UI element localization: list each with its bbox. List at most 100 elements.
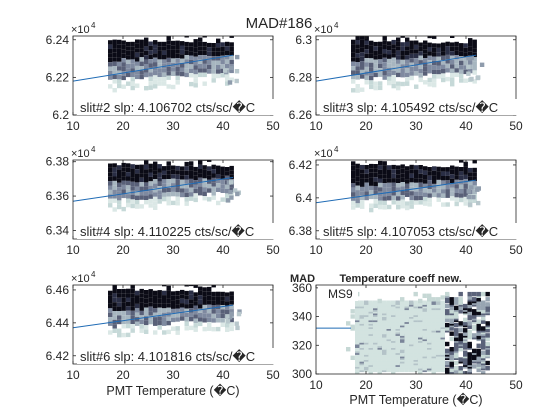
heatmap-cell bbox=[364, 195, 369, 201]
heatmap-cell bbox=[117, 306, 122, 311]
heatmap-cell bbox=[468, 198, 473, 204]
heatmap-cell bbox=[364, 75, 369, 81]
heatmap-cell bbox=[157, 55, 162, 60]
heatmap-cell bbox=[126, 202, 131, 208]
heatmap-cell bbox=[202, 165, 207, 170]
heatmap-cell bbox=[144, 160, 149, 165]
heatmap-cell bbox=[373, 72, 378, 78]
heatmap-cell bbox=[472, 181, 477, 186]
heatmap-cell bbox=[418, 60, 423, 65]
heatmap-cell bbox=[423, 53, 428, 59]
y-tick-label: 6.34 bbox=[46, 223, 70, 237]
heatmap-cell bbox=[449, 300, 454, 305]
heatmap-cell bbox=[458, 297, 463, 302]
heatmap-cell bbox=[409, 300, 414, 305]
heatmap-cell bbox=[166, 329, 171, 335]
heatmap-cell bbox=[432, 166, 437, 171]
heatmap-cell bbox=[193, 171, 198, 176]
heatmap-cell bbox=[454, 352, 459, 357]
heatmap-cell bbox=[467, 321, 472, 326]
heatmap-cell bbox=[360, 47, 365, 53]
heatmap-cell bbox=[121, 297, 126, 303]
heatmap-cell bbox=[400, 173, 405, 178]
heatmap-cell bbox=[175, 174, 180, 180]
heatmap-cell bbox=[171, 174, 176, 179]
heatmap-cell bbox=[234, 69, 240, 74]
heatmap-cell bbox=[427, 69, 432, 74]
heatmap-cell bbox=[418, 42, 423, 47]
heatmap-cell bbox=[139, 204, 144, 209]
heatmap-cell bbox=[423, 201, 428, 206]
heatmap-cell bbox=[405, 170, 410, 175]
heatmap-cell bbox=[130, 285, 135, 289]
heatmap-cell bbox=[166, 320, 171, 326]
heatmap-cell bbox=[360, 178, 365, 183]
heatmap-cell bbox=[387, 196, 392, 201]
heatmap-cell bbox=[459, 167, 464, 172]
heatmap-cell bbox=[175, 290, 180, 296]
heatmap-cell bbox=[445, 314, 450, 319]
heatmap-cell bbox=[144, 169, 149, 174]
heatmap-cell bbox=[450, 77, 455, 82]
heatmap-cell bbox=[157, 164, 162, 169]
heatmap-cell bbox=[432, 69, 437, 75]
heatmap-cell bbox=[130, 55, 135, 60]
heatmap-cell bbox=[414, 182, 419, 188]
heatmap-cell bbox=[207, 286, 212, 292]
heatmap-cell bbox=[144, 46, 149, 51]
heatmap-cell bbox=[148, 41, 153, 46]
heatmap-cell bbox=[387, 178, 392, 183]
heatmap-cell bbox=[449, 309, 454, 314]
heatmap-cell bbox=[432, 175, 437, 180]
heatmap-cell bbox=[153, 44, 158, 49]
heatmap-cell bbox=[373, 177, 378, 182]
heatmap-cell bbox=[139, 61, 144, 66]
heatmap-cell bbox=[223, 68, 228, 73]
heatmap-cell bbox=[117, 187, 122, 192]
heatmap-cell bbox=[216, 300, 221, 305]
heatmap-cell bbox=[121, 180, 126, 185]
heatmap-cell bbox=[441, 47, 446, 52]
heatmap-cell bbox=[211, 186, 216, 192]
heatmap-cell bbox=[436, 171, 441, 176]
heatmap-cell bbox=[216, 165, 221, 170]
heatmap-cell bbox=[436, 43, 441, 48]
heatmap-cell bbox=[436, 65, 441, 70]
heatmap-cell bbox=[436, 69, 441, 75]
heatmap-cell bbox=[126, 163, 131, 168]
heatmap-cell bbox=[121, 315, 126, 320]
heatmap-cell bbox=[216, 183, 221, 188]
heatmap-cell bbox=[423, 183, 428, 189]
heatmap-cell bbox=[229, 42, 234, 47]
heatmap-cell bbox=[126, 185, 131, 190]
heatmap-cell bbox=[148, 293, 153, 298]
heatmap-cell bbox=[189, 192, 194, 197]
y-tick-label: 6.26 bbox=[289, 108, 313, 122]
heatmap-cell bbox=[472, 70, 477, 75]
heatmap-cell bbox=[148, 168, 153, 173]
heatmap-cell bbox=[414, 44, 419, 50]
heatmap-cell bbox=[184, 72, 189, 78]
heatmap-cell bbox=[409, 71, 414, 76]
heatmap-cell bbox=[180, 307, 185, 312]
heatmap-cell bbox=[467, 291, 472, 297]
heatmap-cell bbox=[117, 165, 122, 170]
heatmap-cell bbox=[193, 166, 198, 172]
heatmap-cell bbox=[485, 360, 490, 366]
heatmap-cell bbox=[360, 61, 365, 66]
heatmap-cell bbox=[360, 204, 365, 209]
heatmap-cell bbox=[130, 46, 135, 51]
heatmap-cell bbox=[458, 309, 463, 314]
heatmap-cell bbox=[414, 40, 419, 45]
heatmap-cells bbox=[316, 36, 485, 93]
heatmap-cell bbox=[202, 169, 207, 174]
heatmap-cell bbox=[469, 55, 474, 60]
heatmap-cell bbox=[117, 66, 122, 71]
heatmap-cell bbox=[440, 295, 445, 300]
heatmap-cell bbox=[441, 42, 446, 47]
heatmap-cell bbox=[409, 173, 414, 178]
heatmap-cell bbox=[135, 191, 140, 196]
heatmap-cell bbox=[153, 317, 158, 322]
heatmap-cell bbox=[227, 80, 233, 85]
